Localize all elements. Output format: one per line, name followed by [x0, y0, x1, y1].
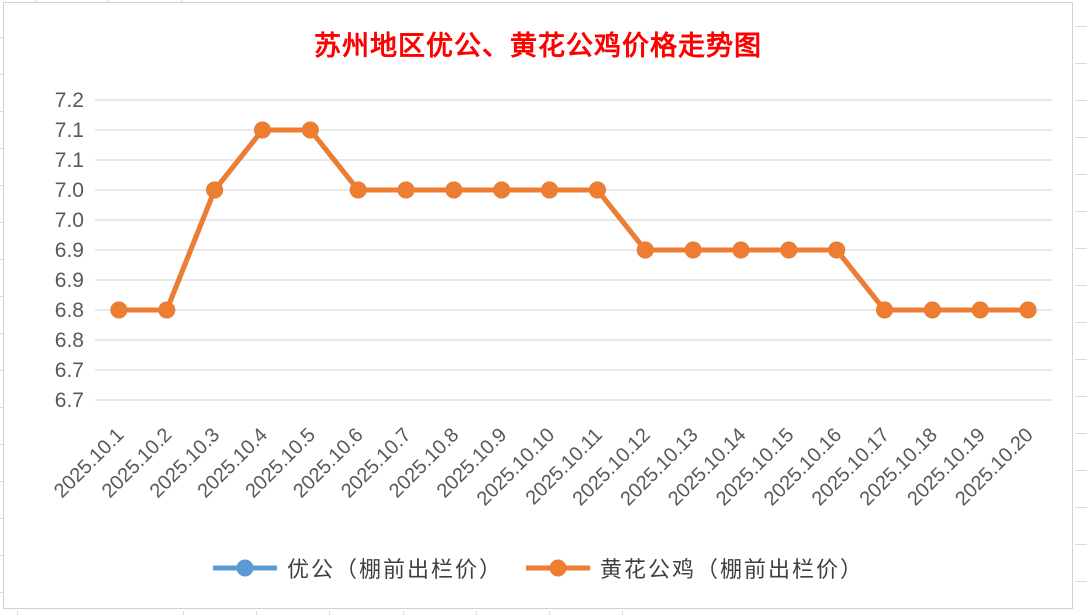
- data-point-series-1[interactable]: [684, 241, 702, 259]
- spreadsheet-gridline-sliver: [181, 0, 182, 2]
- data-point-series-1[interactable]: [397, 181, 415, 199]
- spreadsheet-gridline-sliver: [0, 259, 3, 260]
- legend-line-marker-icon: [526, 559, 590, 577]
- spreadsheet-gridline-sliver: [1075, 211, 1087, 212]
- legend-label-yougong: 优公（棚前出栏价）: [286, 557, 503, 582]
- spreadsheet-gridline-sliver: [256, 611, 257, 615]
- spreadsheet-gridline-sliver: [108, 0, 109, 2]
- spreadsheet-gridline-sliver: [1075, 137, 1087, 138]
- spreadsheet-gridline-sliver: [1075, 507, 1087, 508]
- spreadsheet-gridline-sliver: [0, 518, 3, 519]
- spreadsheet-gridline-sliver: [1075, 322, 1087, 323]
- data-point-series-1[interactable]: [636, 241, 654, 259]
- legend-line-marker-icon: [212, 559, 277, 577]
- legend: 优公（棚前出栏价） 黄花公鸡（棚前出栏价）: [3, 552, 1073, 584]
- data-point-series-1[interactable]: [158, 301, 176, 319]
- y-axis-tick-label: 6.8: [55, 299, 84, 322]
- spreadsheet-gridline-sliver: [1075, 100, 1087, 101]
- spreadsheet-gridline-sliver: [1075, 433, 1087, 434]
- data-point-series-1[interactable]: [445, 181, 463, 199]
- spreadsheet-gridline-sliver: [1075, 581, 1087, 582]
- spreadsheet-gridline-sliver: [1075, 248, 1087, 249]
- data-point-series-1[interactable]: [253, 121, 271, 139]
- data-point-series-1[interactable]: [493, 181, 511, 199]
- data-point-series-1[interactable]: [780, 241, 798, 259]
- data-point-series-1[interactable]: [588, 181, 606, 199]
- spreadsheet-gridline-sliver: [0, 370, 3, 371]
- spreadsheet-gridline-sliver: [1075, 396, 1087, 397]
- data-point-series-1[interactable]: [1019, 301, 1037, 319]
- chart-title: 苏州地区优公、黄花公鸡价格走势图: [314, 31, 762, 61]
- legend-item-yougong[interactable]: 优公（棚前出栏价）: [212, 552, 503, 584]
- data-point-series-1[interactable]: [732, 241, 750, 259]
- spreadsheet-gridline-sliver: [0, 444, 3, 445]
- spreadsheet-gridline-sliver: [35, 0, 36, 2]
- spreadsheet-gridline-sliver: [1075, 26, 1087, 27]
- spreadsheet-gridline-sliver: [17, 611, 18, 615]
- spreadsheet-gridline-sliver: [403, 611, 404, 615]
- spreadsheet-gridline-sliver: [0, 74, 3, 75]
- spreadsheet-gridline-sliver: [0, 481, 3, 482]
- legend-label-huanghua: 黄花公鸡（棚前出栏价）: [600, 557, 865, 582]
- spreadsheet-gridline-sliver: [1075, 470, 1087, 471]
- spreadsheet-gridline-sliver: [622, 611, 623, 615]
- y-axis-tick-label: 6.8: [55, 329, 84, 352]
- spreadsheet-gridline-sliver: [183, 611, 184, 615]
- spreadsheet-gridline-sliver: [549, 611, 550, 615]
- spreadsheet-gridline-sliver: [0, 555, 3, 556]
- spreadsheet-gridline-sliver: [0, 407, 3, 408]
- spreadsheet-gridline-sliver: [0, 592, 3, 593]
- data-point-series-1[interactable]: [541, 181, 559, 199]
- spreadsheet-gridline-sliver: [0, 185, 3, 186]
- data-point-series-1[interactable]: [923, 301, 941, 319]
- spreadsheet-gridline-sliver: [1075, 63, 1087, 64]
- y-axis-tick-label: 6.9: [55, 269, 84, 292]
- spreadsheet-gridline-sliver: [0, 37, 3, 38]
- y-axis-tick-label: 7.0: [55, 209, 84, 232]
- data-point-series-1[interactable]: [828, 241, 846, 259]
- y-axis-tick-label: 7.1: [55, 149, 84, 172]
- spreadsheet-gridline-sliver: [0, 111, 3, 112]
- y-axis-tick-label: 6.7: [55, 389, 84, 412]
- spreadsheet-gridline-sliver: [0, 333, 3, 334]
- legend-item-huanghua[interactable]: 黄花公鸡（棚前出栏价）: [525, 552, 864, 584]
- data-point-series-1[interactable]: [301, 121, 319, 139]
- spreadsheet-gridline-sliver: [1075, 285, 1087, 286]
- data-point-series-1[interactable]: [349, 181, 367, 199]
- data-point-series-1[interactable]: [110, 301, 128, 319]
- spreadsheet-gridline-sliver: [0, 296, 3, 297]
- chart-object-frame: [3, 2, 1073, 609]
- spreadsheet-gridline-sliver: [476, 611, 477, 615]
- y-axis-tick-label: 6.9: [55, 239, 84, 262]
- spreadsheet-gridline-sliver: [329, 611, 330, 615]
- data-point-series-1[interactable]: [876, 301, 894, 319]
- spreadsheet-gridline-sliver: [1075, 544, 1087, 545]
- spreadsheet-gridline-sliver: [1075, 359, 1087, 360]
- y-axis-tick-label: 7.0: [55, 179, 84, 202]
- y-axis-tick-label: 7.2: [55, 89, 84, 112]
- y-axis-tick-label: 6.7: [55, 359, 84, 382]
- data-point-series-1[interactable]: [971, 301, 989, 319]
- spreadsheet-gridline-sliver: [0, 222, 3, 223]
- spreadsheet-gridline-sliver: [1075, 174, 1087, 175]
- data-point-series-1[interactable]: [206, 181, 224, 199]
- y-axis-tick-label: 7.1: [55, 119, 84, 142]
- spreadsheet-gridline-sliver: [0, 148, 3, 149]
